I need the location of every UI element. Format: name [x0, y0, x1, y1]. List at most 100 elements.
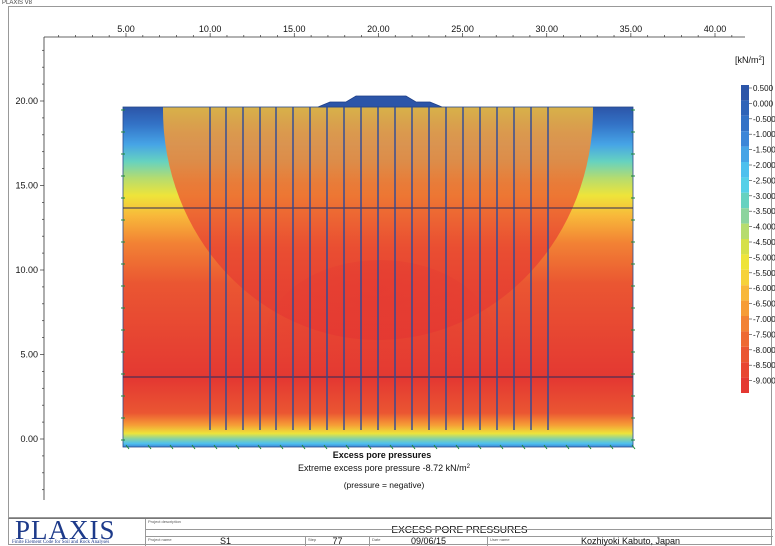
- bottom-fixity: [389, 444, 394, 450]
- legend-swatch: [741, 131, 749, 147]
- x-tick-label: 5.00: [117, 24, 135, 34]
- legend-swatch: [741, 162, 749, 178]
- embankment: [317, 95, 443, 108]
- legend-swatch: [741, 223, 749, 239]
- legend-label: -2.500: [753, 176, 775, 185]
- x-tick-label: 25.00: [451, 24, 474, 34]
- legend-label: -6.500: [753, 300, 775, 309]
- app-tag: PLAXIS V8: [2, 0, 33, 6]
- legend-swatch: [741, 285, 749, 301]
- legend-label: -5.500: [753, 269, 775, 278]
- legend-swatch: [741, 208, 749, 224]
- bottom-fixity: [521, 444, 526, 450]
- bottom-fixity: [543, 444, 548, 450]
- legend-swatch: [741, 100, 749, 116]
- bottom-fixity: [323, 444, 328, 450]
- legend-label: -0.500: [753, 115, 775, 124]
- bottom-fixity: [587, 444, 592, 450]
- legend-label: 0.000: [753, 99, 774, 108]
- bottom-fixity: [235, 444, 240, 450]
- logo-subtitle: Finite Element Code for Soil and Rock An…: [12, 540, 110, 545]
- y-tick-label: 20.00: [15, 96, 38, 106]
- legend-swatch: [741, 269, 749, 286]
- plot-title: Excess pore pressures: [333, 450, 432, 460]
- project-description: EXCESS PORE PRESSURES: [391, 525, 528, 536]
- legend-swatch: [741, 177, 749, 193]
- legend-label: -8.500: [753, 361, 775, 370]
- legend-label: -4.500: [753, 238, 775, 247]
- legend-label: -3.000: [753, 192, 775, 201]
- x-tick-label: 15.00: [283, 24, 306, 34]
- bottom-fixity: [477, 444, 482, 450]
- bottom-fixity: [213, 444, 218, 450]
- title-block-divider: [146, 529, 773, 530]
- project-description-label: Project description: [148, 519, 181, 524]
- bottom-fixity: [125, 444, 130, 450]
- legend-label: -7.000: [753, 315, 775, 324]
- plot-area[interactable]: 5.00 10.00 15.00 20.00 25.00 30.00 35.00 40.00 …: [0, 0, 775, 518]
- legend-swatch: [741, 377, 749, 393]
- x-tick-label: 35.00: [620, 24, 643, 34]
- legend-label: -9.000: [753, 377, 775, 386]
- step-value: 77: [332, 536, 343, 546]
- plot-frame: [8, 6, 772, 518]
- legend-label: -7.500: [753, 330, 775, 339]
- bottom-fixity: [367, 444, 372, 450]
- bottom-fixity: [169, 444, 174, 450]
- title-block: PLAXIS Finite Element Code for Soil and …: [8, 515, 773, 546]
- y-tick-label: 15.00: [15, 181, 38, 191]
- unit-label: [kN/m2]: [735, 55, 764, 65]
- project-name: S1: [219, 536, 231, 546]
- x-tick-label: 40.00: [704, 24, 727, 34]
- bottom-fixity: [499, 444, 504, 450]
- legend-swatch: [741, 85, 749, 101]
- legend-label: -4.000: [753, 223, 775, 232]
- date-cell: Date 09/06/15: [370, 536, 488, 546]
- step-label: Step: [308, 537, 317, 542]
- legend-label: -1.500: [753, 146, 775, 155]
- legend-swatch: [741, 316, 749, 332]
- bottom-fixity: [433, 444, 438, 450]
- extreme-value: Extreme excess pore pressure -8.72 kN/m2: [298, 463, 471, 473]
- legend-label: 0.500: [753, 84, 774, 93]
- y-tick-label: 0.00: [20, 434, 38, 444]
- x-tick-label: 30.00: [535, 24, 558, 34]
- legend-label: -5.000: [753, 253, 775, 262]
- legend-swatch: [741, 362, 749, 378]
- x-tick-label: 10.00: [199, 24, 222, 34]
- legend-swatch: [741, 192, 749, 209]
- bottom-fixity: [147, 444, 152, 450]
- project-name-label: Project name: [148, 537, 172, 542]
- legend-label: -2.000: [753, 161, 775, 170]
- vertical-drains: [209, 107, 549, 430]
- x-tick-label: 20.00: [367, 24, 390, 34]
- boundary-fixities: [121, 109, 636, 450]
- step-cell: Step 77: [306, 536, 370, 546]
- legend-swatch: [741, 115, 749, 132]
- date-value: 09/06/15: [410, 536, 447, 546]
- bottom-fixity: [455, 444, 460, 450]
- date-label: Date: [372, 537, 381, 542]
- project-description-value-cell: EXCESS PORE PRESSURES: [146, 519, 773, 536]
- logo-text: PLAXIS: [15, 515, 116, 545]
- x-axis: 5.00 10.00 15.00 20.00 25.00 30.00 35.00 40.00: [58, 24, 733, 37]
- legend-swatch: [741, 254, 749, 270]
- bottom-fixity: [411, 444, 416, 450]
- sign-note: (pressure = negative): [344, 480, 425, 490]
- y-tick-label: 10.00: [15, 265, 38, 275]
- project-name-cell: Project name S1: [146, 536, 306, 546]
- bottom-fixity: [345, 444, 350, 450]
- y-tick-label: 5.00: [20, 350, 38, 360]
- legend-swatch: [741, 346, 749, 363]
- user-value: Kozhiyoki Kabuto, Japan: [580, 536, 681, 546]
- user-cell: User name Kozhiyoki Kabuto, Japan: [488, 536, 773, 546]
- legend-label: -8.000: [753, 346, 775, 355]
- project-description-cell: Project description: [146, 519, 773, 529]
- legend-swatch: [741, 146, 749, 162]
- legend-swatch: [741, 239, 749, 255]
- bottom-fixity: [609, 444, 614, 450]
- bottom-fixity: [191, 444, 196, 450]
- plaxis-logo: PLAXIS Finite Element Code for Soil and …: [9, 515, 146, 546]
- bottom-fixity: [257, 444, 262, 450]
- color-legend: 0.500 0.000 -0.500 -1.000 -1.500 -2.000 -2.500…: [741, 84, 775, 393]
